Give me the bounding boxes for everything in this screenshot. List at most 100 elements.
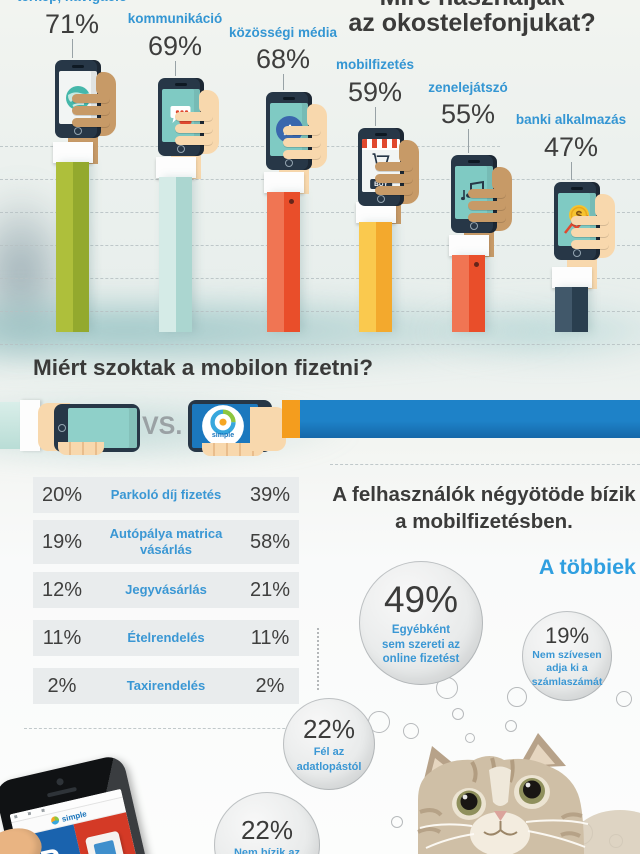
- guide-line: [0, 146, 500, 147]
- bar-sleeve: [555, 287, 588, 332]
- right-hand: [250, 407, 286, 451]
- vs-label: VS.: [142, 412, 183, 440]
- table-row: 11% Ételrendelés 11%: [33, 620, 299, 656]
- thought-bubble: [507, 687, 527, 707]
- usage-label: mobilfizetés: [335, 57, 414, 72]
- left-percent: 20%: [41, 483, 83, 506]
- phone-speaker: [571, 187, 583, 190]
- bar-sleeve: [452, 255, 485, 332]
- thumb: [492, 167, 506, 191]
- phone-speaker: [283, 97, 295, 100]
- usage-bar-zenelejatszo: zenelejátszó 55%: [408, 0, 528, 346]
- shop-awning: [362, 139, 400, 150]
- separator-line: [330, 464, 640, 465]
- home-button: [74, 127, 82, 135]
- simple-logo: simple: [201, 404, 245, 448]
- bubble-19: 19% Nem szívesen adja ki a számlaszámát: [522, 611, 612, 701]
- card-graphic: [84, 830, 129, 854]
- page-title-line2: az okostelefonjukat?: [348, 9, 596, 37]
- category-label: Autópálya matrica vásárlás: [109, 526, 223, 557]
- bubble-label: Nem bízik az alkalmazásban: [233, 847, 301, 854]
- usage-value: 71%: [44, 9, 100, 39]
- connector-line: [468, 129, 469, 153]
- trust-headline: A felhasználók négyötöde bízik a mobilfi…: [332, 483, 636, 534]
- bubble-22-alkalmazas: 22% Nem bízik az alkalmazásban: [214, 792, 320, 854]
- left-percent: 19%: [41, 530, 83, 553]
- table-row: 19% Autópálya matrica vásárlás 58%: [33, 520, 299, 564]
- bubble-value: 19%: [544, 622, 590, 648]
- thumb: [199, 90, 213, 114]
- left-percent: 11%: [42, 626, 82, 649]
- bar-sleeve: [159, 177, 192, 332]
- thumb: [307, 104, 321, 128]
- page-title: Mire használják az okostelefonjukat?: [312, 0, 632, 36]
- photo-hand-holding-phone: simple P: [0, 753, 186, 854]
- shirt-cuff: [356, 202, 396, 223]
- bubble-22-adatlopas: 22% Fél az adatlopástól: [283, 698, 375, 790]
- left-percent: 12%: [41, 578, 83, 601]
- shirt-cuff: [53, 142, 93, 163]
- blue-sleeve-bar: [300, 400, 640, 438]
- right-cuff: [282, 400, 302, 438]
- phone-speaker: [72, 65, 84, 68]
- usage-bar-terkep-navigacio: térkép, navigáció 71%: [12, 0, 132, 346]
- connector-line: [72, 39, 73, 58]
- dotted-connector: [317, 628, 319, 690]
- usage-label: banki alkalmazás: [515, 112, 627, 127]
- fingers: [72, 94, 110, 130]
- usage-value: 55%: [440, 99, 496, 129]
- shirt-cuff: [449, 235, 489, 256]
- simple-logo-icon: [50, 815, 60, 826]
- guide-line: [0, 179, 640, 180]
- home-button: [58, 424, 66, 432]
- usage-label: kommunikáció: [127, 11, 223, 26]
- home-button: [377, 195, 385, 203]
- generic-phone: [54, 404, 140, 452]
- sleeve-button: [289, 199, 294, 204]
- surprised-cat-photo: [417, 733, 640, 854]
- category-label: Jegyvásárlás: [125, 582, 207, 598]
- simple-logo-text: simple: [211, 432, 235, 439]
- bar-sleeve: [267, 192, 300, 332]
- page-title-line1: Mire használják: [312, 0, 632, 10]
- camera-dot-icon: [55, 777, 65, 787]
- guide-line: [0, 245, 640, 246]
- separator-line: [24, 728, 320, 729]
- category-label: Taxirendelés: [126, 678, 206, 694]
- usage-label: térkép, navigáció: [0, 0, 156, 4]
- home-button: [573, 249, 581, 257]
- home-button: [470, 222, 478, 230]
- connector-line: [375, 107, 376, 126]
- table-row: 12% Jegyvásárlás 21%: [33, 572, 299, 608]
- left-cuff: [20, 400, 40, 451]
- thought-bubble: [505, 720, 517, 732]
- buy-badge: BUY: [370, 179, 392, 189]
- phone-speaker: [175, 83, 187, 86]
- right-percent: 39%: [249, 483, 291, 506]
- speaker-slit: [46, 786, 77, 798]
- right-percent: 21%: [249, 578, 291, 601]
- usage-value: 47%: [543, 132, 599, 162]
- thought-bubble: [452, 708, 464, 720]
- payment-comparison-table: 20% Parkoló díj fizetés 39% 19% Autópály…: [33, 477, 299, 711]
- sleeve-button: [474, 262, 479, 267]
- thought-bubble: [403, 723, 419, 739]
- phone-speaker: [375, 133, 387, 136]
- fingers: [571, 216, 609, 252]
- fingers: [468, 189, 506, 225]
- home-button: [285, 159, 293, 167]
- thought-bubble: [391, 816, 403, 828]
- fingers: [283, 126, 321, 162]
- bubble-label: Egyébként sem szereti az online fizetést: [382, 623, 460, 666]
- thought-bubble: [616, 691, 632, 707]
- thumb: [595, 194, 609, 218]
- usage-label: közösségi média: [228, 25, 338, 40]
- bar-sleeve: [56, 162, 89, 332]
- guide-line: [0, 212, 640, 213]
- usage-bar-banki-alkalmazas: banki alkalmazás 47% $: [511, 0, 631, 346]
- thumb: [96, 72, 110, 96]
- category-label: Parkoló díj fizetés: [110, 487, 222, 503]
- shirt-cuff: [264, 172, 304, 193]
- bubble-label: Fél az adatlopástól: [296, 746, 362, 773]
